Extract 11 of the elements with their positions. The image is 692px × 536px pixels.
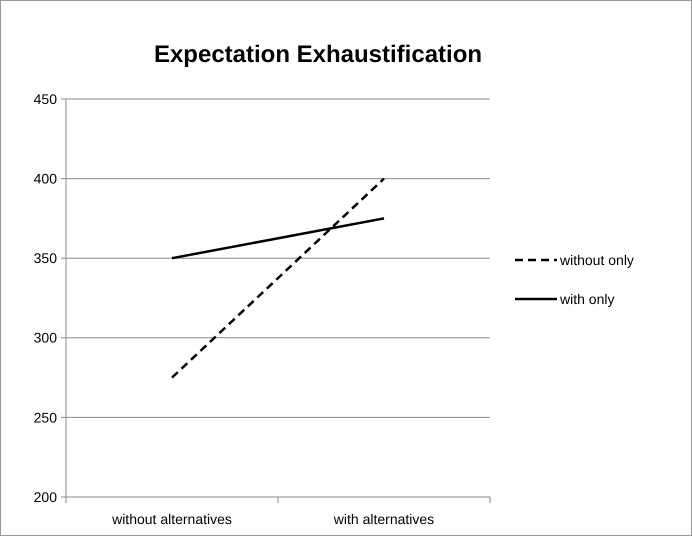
- y-tick-label: 400: [34, 170, 58, 186]
- y-tick-label: 350: [34, 250, 58, 266]
- legend-label: without only: [559, 252, 634, 268]
- chart-title: Expectation Exhaustification: [154, 41, 482, 68]
- y-tick-label: 450: [34, 90, 58, 107]
- y-tick-label: 300: [34, 330, 58, 346]
- x-tick-label: with alternatives: [332, 511, 434, 527]
- legend-label: with only: [559, 290, 614, 307]
- y-tick-label: 200: [34, 488, 58, 505]
- y-tick-label: 250: [34, 409, 58, 426]
- x-tick-label: without alternatives: [111, 511, 232, 527]
